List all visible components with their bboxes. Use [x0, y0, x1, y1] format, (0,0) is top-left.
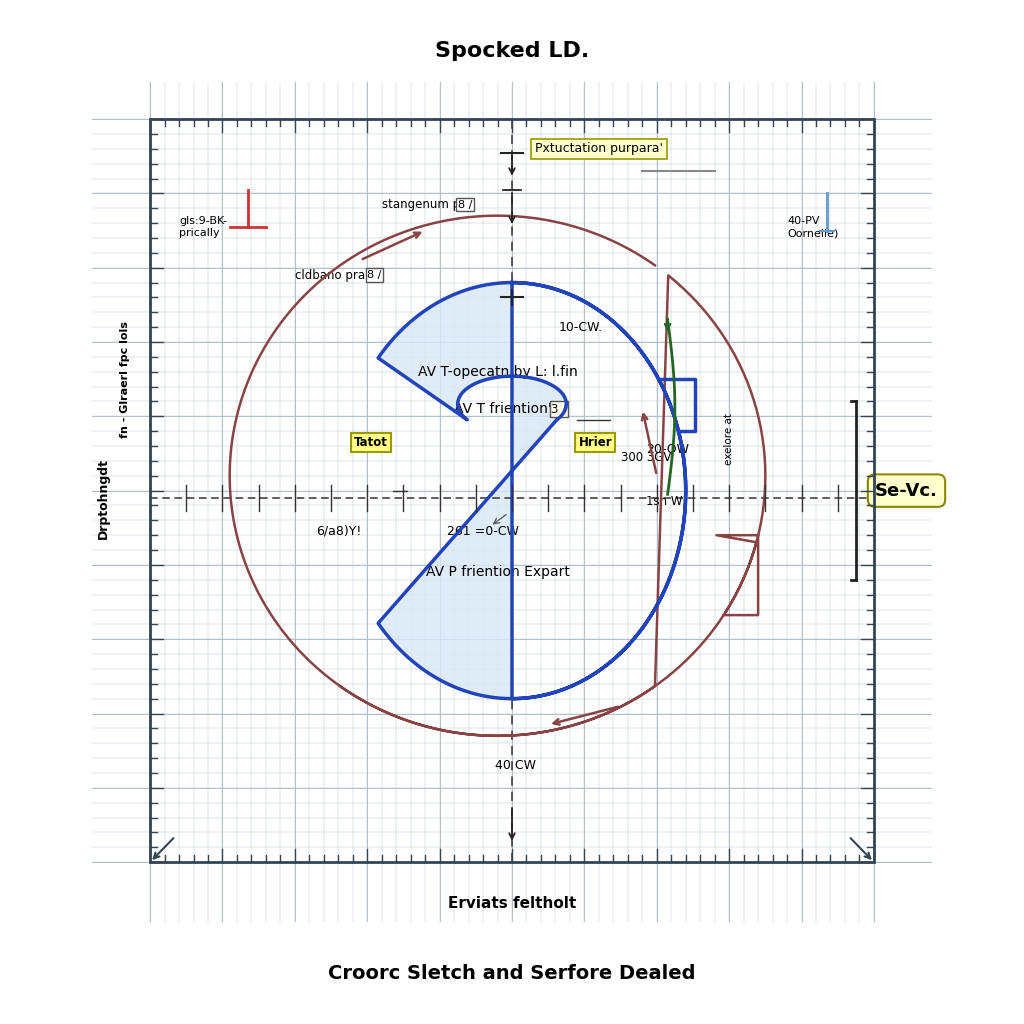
Text: AV P friention Expart: AV P friention Expart [426, 565, 569, 580]
Text: exelore at: exelore at [724, 413, 734, 465]
Text: 3 /: 3 / [552, 402, 566, 416]
Text: Erviats feltholt: Erviats feltholt [447, 896, 577, 910]
Text: 8 /: 8 / [458, 200, 472, 210]
Text: 40-PV
Oornelie): 40-PV Oornelie) [787, 216, 839, 238]
Text: 8 /: 8 / [368, 270, 382, 281]
Text: Pxtuctation purpara': Pxtuctation purpara' [535, 142, 663, 156]
Text: fn - Glraerl fpc lols: fn - Glraerl fpc lols [120, 321, 130, 437]
Text: 10-CW.: 10-CW. [559, 321, 603, 334]
Text: 6/a8)Y!: 6/a8)Y! [316, 525, 361, 538]
Text: Tatot: Tatot [354, 436, 388, 449]
Polygon shape [378, 283, 686, 698]
Text: stangenum pra: stangenum pra [382, 198, 472, 211]
Text: 40 CW: 40 CW [496, 759, 537, 772]
Bar [151, 119, 873, 862]
Text: 20-OW: 20-OW [646, 443, 689, 457]
Text: Hrier: Hrier [579, 436, 612, 449]
Text: AV T-opecatn by L: l.fin: AV T-opecatn by L: l.fin [418, 365, 578, 379]
Text: gls:9-BK-
prically: gls:9-BK- prically [179, 216, 227, 238]
Text: 261 =0-CW: 261 =0-CW [446, 525, 519, 538]
Text: 1sn W: 1sn W [646, 496, 682, 508]
Text: 300 3GV: 300 3GV [621, 451, 671, 464]
Text: Drptohngdt: Drptohngdt [96, 458, 110, 539]
Text: Croorc Sletch and Serfore Dealed: Croorc Sletch and Serfore Dealed [329, 964, 695, 983]
Text: AV T friention' b: AV T friention' b [454, 401, 565, 416]
Text: Spocked LD.: Spocked LD. [435, 41, 589, 61]
Text: Se-Vc.: Se-Vc. [876, 481, 938, 500]
Text: cldbano pra: cldbano pra [295, 268, 365, 282]
